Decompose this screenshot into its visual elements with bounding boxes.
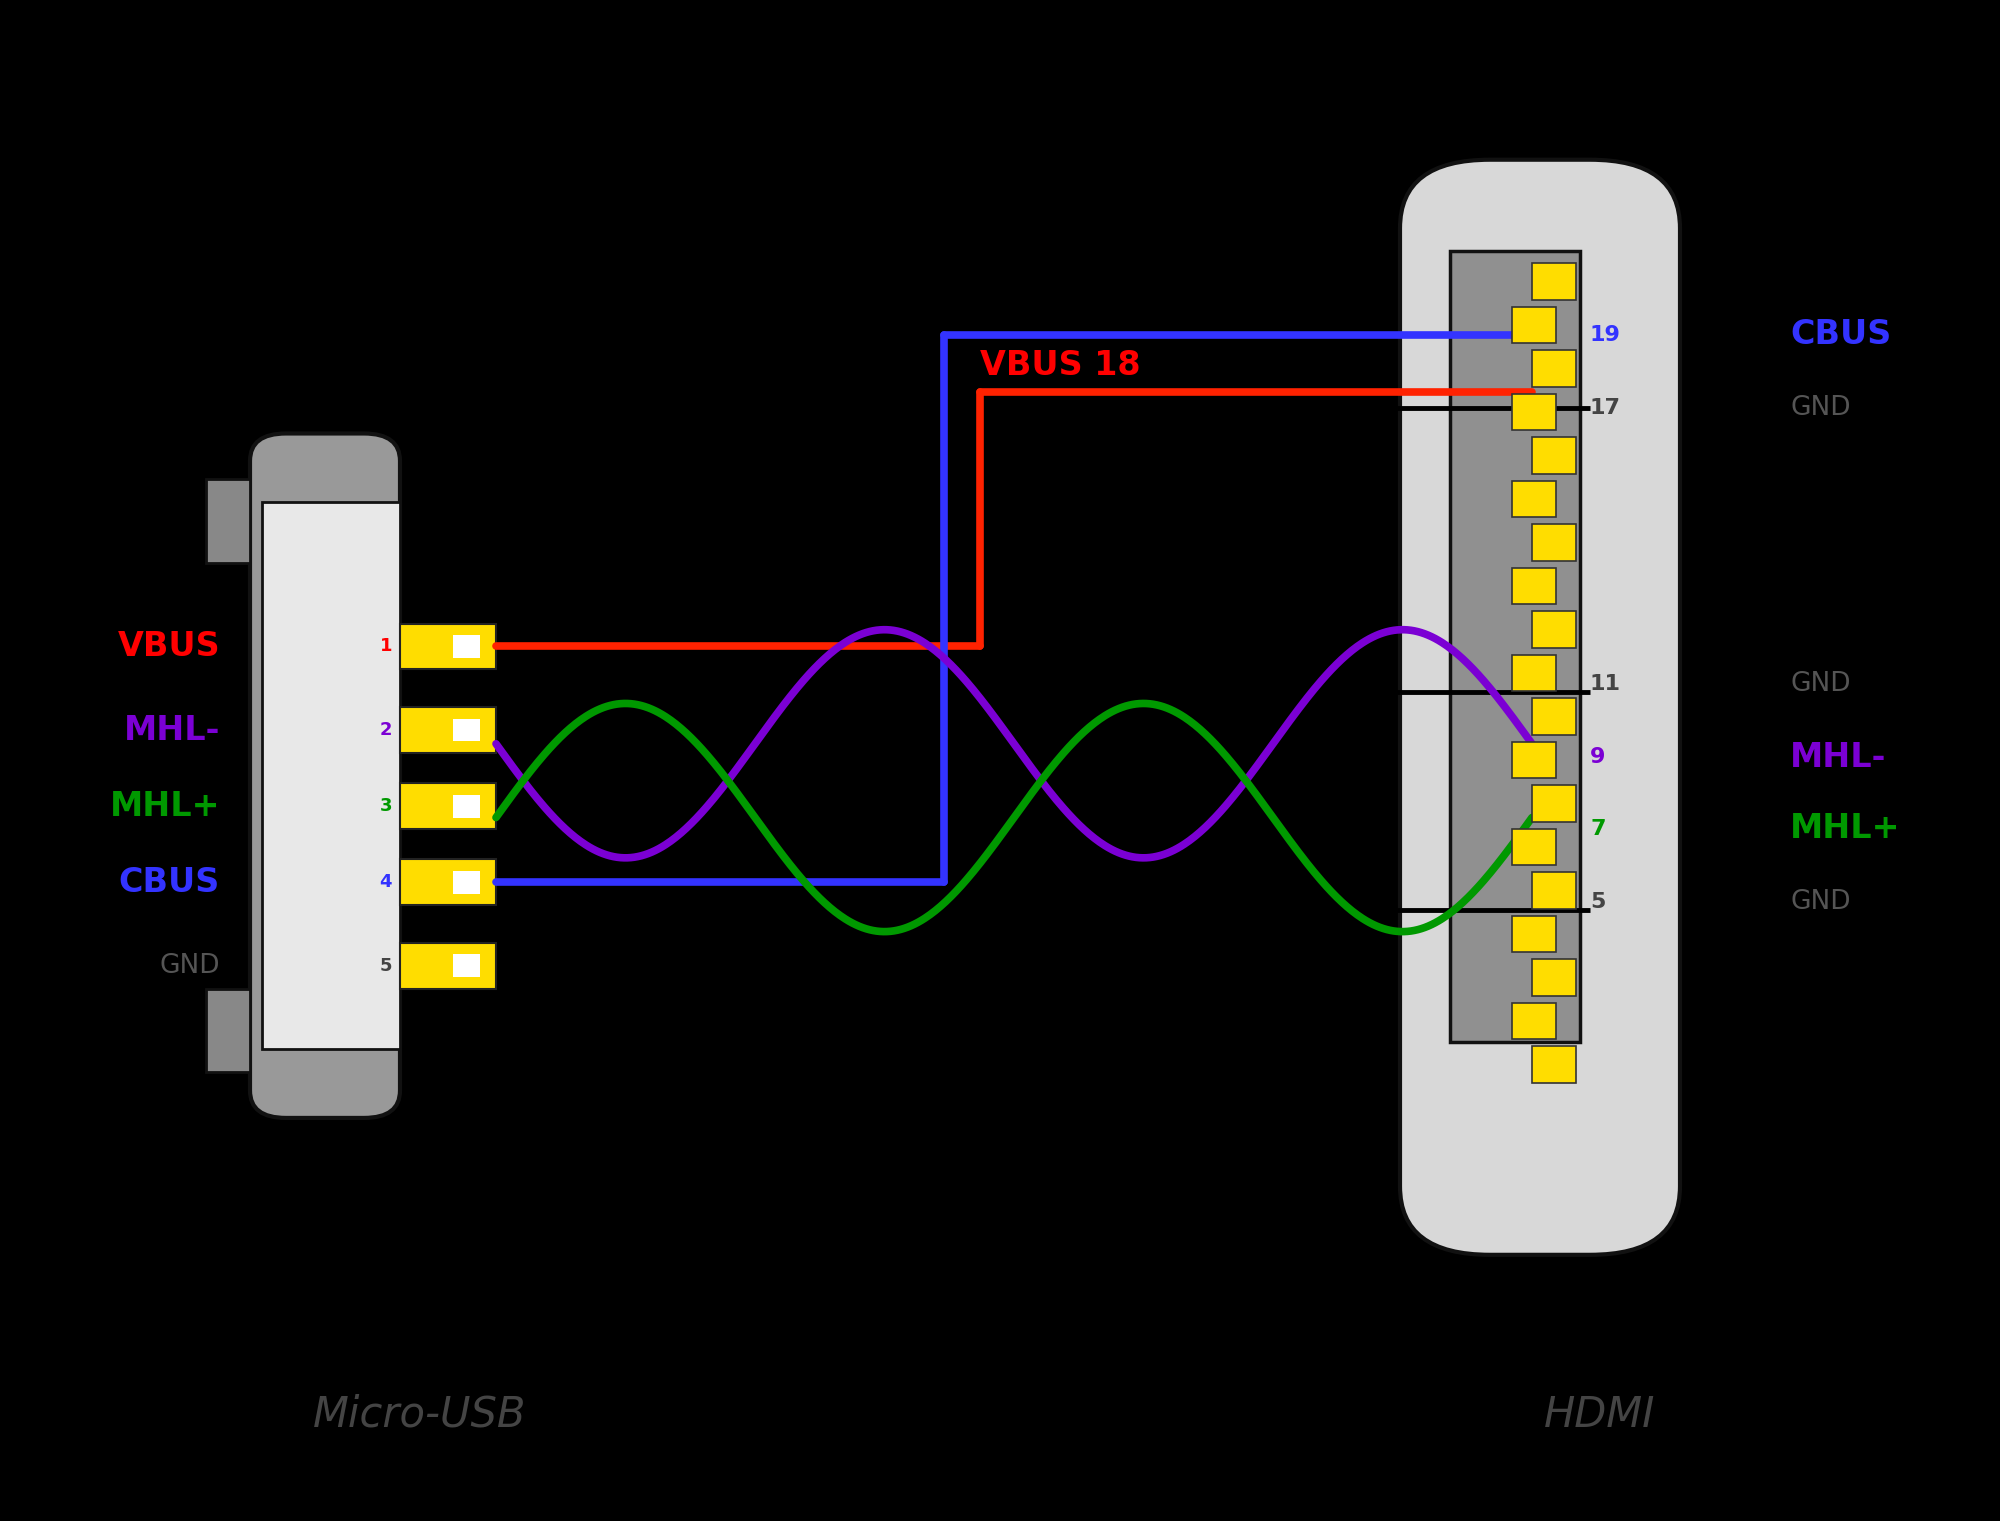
Text: 7: 7 [1590,818,1606,840]
Text: Micro-USB: Micro-USB [314,1393,526,1436]
Text: MHL+: MHL+ [110,789,220,823]
Text: GND: GND [1790,671,1850,698]
Bar [1512,307,1556,344]
Bar [1532,611,1576,648]
Text: 17: 17 [1590,397,1620,418]
Text: GND: GND [1790,394,1850,421]
Bar [1512,394,1556,430]
Bar [1512,916,1556,952]
Bar [400,707,496,753]
Text: 1: 1 [380,637,392,656]
Bar [400,859,496,905]
Text: CBUS: CBUS [1790,318,1892,351]
Bar [1532,698,1576,735]
Bar [1450,251,1580,1042]
Bar [1532,350,1576,386]
Bar [452,870,480,894]
Text: MHL-: MHL- [1790,741,1886,774]
Text: GND: GND [1790,888,1850,916]
Text: HDMI: HDMI [1544,1393,1656,1436]
Text: MHL+: MHL+ [1790,812,1900,846]
Text: 3: 3 [380,797,392,815]
Bar [400,943,496,989]
Bar [400,783,496,829]
Bar [206,479,250,563]
Text: CBUS: CBUS [118,865,220,899]
Bar [452,955,480,978]
Text: 4: 4 [380,873,392,891]
Bar [1532,437,1576,473]
Bar [1512,481,1556,517]
Bar [262,502,400,1049]
Text: 2: 2 [380,721,392,739]
Bar [1512,654,1556,691]
Bar [1532,1046,1576,1083]
Text: 19: 19 [1590,324,1620,345]
Bar [1512,742,1556,779]
Bar [206,989,250,1072]
Text: GND: GND [160,952,220,980]
Text: 5: 5 [380,957,392,975]
Bar [1512,829,1556,865]
Bar [1532,785,1576,821]
Bar [1512,1002,1556,1039]
Bar [400,624,496,669]
Bar [452,634,480,657]
Bar [1532,873,1576,910]
Bar [1532,263,1576,300]
Bar [452,719,480,742]
Text: MHL-: MHL- [124,713,220,747]
Bar [1512,567,1556,604]
Bar [1532,525,1576,561]
Bar [1532,960,1576,996]
Bar [452,794,480,818]
Text: 9: 9 [1590,747,1606,768]
Text: VBUS: VBUS [118,630,220,663]
Text: 11: 11 [1590,674,1620,695]
Text: VBUS 18: VBUS 18 [980,348,1140,382]
FancyBboxPatch shape [250,433,400,1118]
Text: 5: 5 [1590,891,1606,913]
FancyBboxPatch shape [1400,160,1680,1255]
